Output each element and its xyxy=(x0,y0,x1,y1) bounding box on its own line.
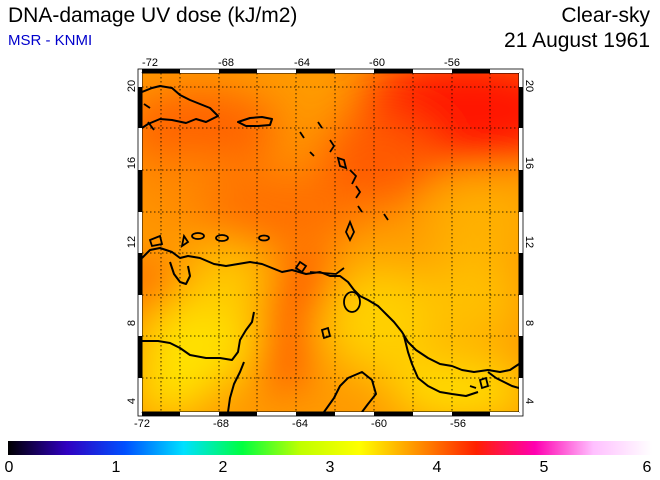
colorbar-label: 0 xyxy=(4,459,14,476)
lon-tick-bottom: -56 xyxy=(450,418,466,430)
map-title: DNA-damage UV dose (kJ/m2) xyxy=(8,4,298,27)
graticule xyxy=(142,73,519,412)
sky-condition-label: Clear-sky xyxy=(561,4,650,27)
lon-tick-top: -72 xyxy=(142,57,158,69)
colorbar xyxy=(8,441,652,455)
coastlines xyxy=(142,85,519,412)
credit-label: MSR - KNMI xyxy=(8,32,93,49)
lon-ticks-top: -72 -68 -64 -60 -56 xyxy=(142,57,460,69)
frame-border xyxy=(138,69,523,416)
lon-tick-bottom: -60 xyxy=(371,418,387,430)
lon-tick-top: -64 xyxy=(294,57,310,69)
lon-tick-bottom: -68 xyxy=(213,418,229,430)
coast-suriname-border xyxy=(403,335,479,397)
lat-tick-right: 20 xyxy=(523,80,535,92)
colorbar-label: 4 xyxy=(432,459,442,476)
colorbar-label: 6 xyxy=(642,459,652,476)
island-trinidad xyxy=(343,291,361,313)
coast-south-america xyxy=(142,247,519,373)
coast-puerto-rico xyxy=(237,116,273,127)
date-label: 21 August 1961 xyxy=(504,29,650,52)
lat-tick-left: 4 xyxy=(126,398,138,404)
lon-ticks-bottom: -72 -68 -64 -60 -56 xyxy=(134,418,466,430)
lat-ticks-left: 4 8 12 16 20 xyxy=(126,80,138,404)
lat-tick-right: 12 xyxy=(523,236,535,248)
lat-tick-right: 8 xyxy=(523,320,535,326)
coast-interior-border xyxy=(142,311,255,361)
coast-interior-border-2 xyxy=(227,361,245,412)
lon-tick-top: -56 xyxy=(444,57,460,69)
colorbar-label: 5 xyxy=(539,459,549,476)
lat-tick-left: 20 xyxy=(126,80,138,92)
lat-ticks-right: 4 8 12 16 20 xyxy=(523,80,535,404)
colorbar-label: 3 xyxy=(325,459,335,476)
lon-tick-bottom: -64 xyxy=(292,418,308,430)
lat-tick-left: 12 xyxy=(126,236,138,248)
lon-tick-top: -60 xyxy=(369,57,385,69)
colorbar-label: 1 xyxy=(111,459,121,476)
coast-river xyxy=(487,371,519,389)
uv-dose-field xyxy=(142,73,519,412)
uv-dose-map: -72 -68 -64 -60 -56 -72 -68 -64 -60 -56 … xyxy=(126,57,535,430)
islands xyxy=(143,103,490,390)
colorbar-label: 2 xyxy=(218,459,228,476)
lat-tick-right: 16 xyxy=(523,157,535,169)
coast-hispaniola xyxy=(142,85,219,129)
lat-tick-right: 4 xyxy=(523,398,535,404)
lat-tick-left: 16 xyxy=(126,157,138,169)
lon-tick-top: -68 xyxy=(218,57,234,69)
lon-tick-bottom: -72 xyxy=(134,418,150,430)
lat-tick-left: 8 xyxy=(126,320,138,326)
coast-maracaibo xyxy=(169,261,191,285)
coast-guyana-border xyxy=(323,371,377,412)
